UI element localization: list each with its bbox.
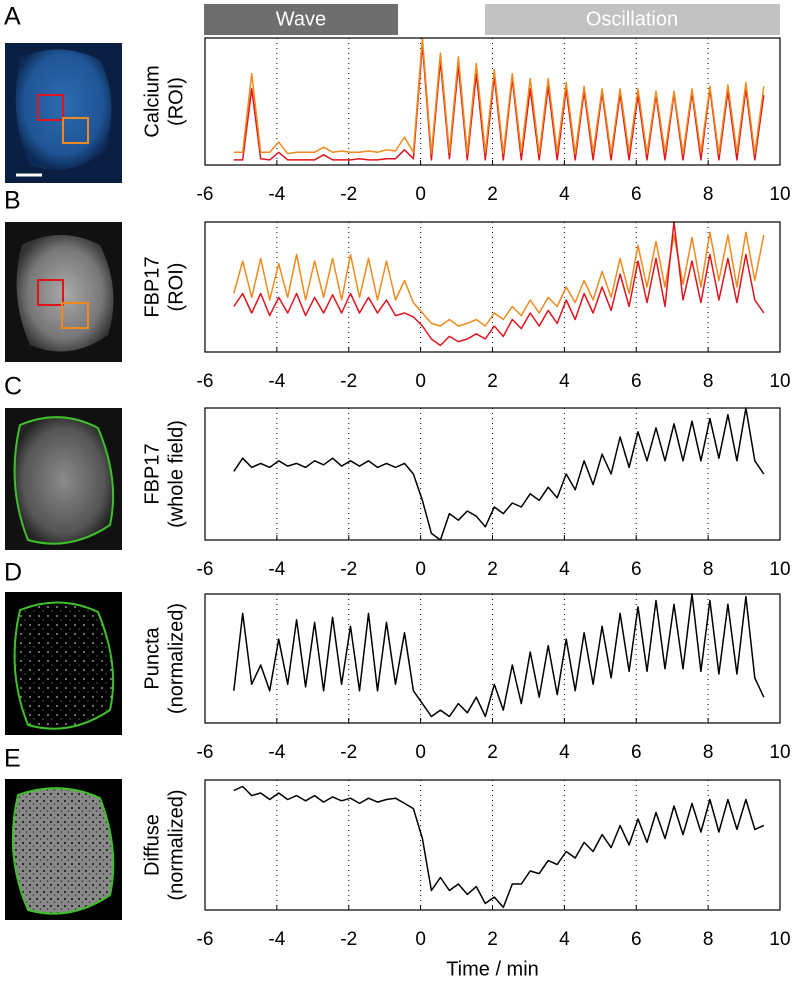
oscillation-label: Oscillation bbox=[586, 8, 678, 30]
panel-letter: C bbox=[4, 373, 22, 401]
x-tick-label: -2 bbox=[340, 742, 357, 763]
x-tick-label: -6 bbox=[197, 742, 214, 763]
x-tick-label: 6 bbox=[631, 559, 642, 580]
image-d bbox=[5, 592, 122, 735]
panel-letter: D bbox=[4, 559, 22, 587]
trace bbox=[233, 221, 765, 347]
x-tick-label: 6 bbox=[631, 184, 642, 205]
x-tick-label: 0 bbox=[415, 742, 426, 763]
x-tick-label: 10 bbox=[769, 742, 790, 763]
x-tick-label: -2 bbox=[340, 929, 357, 950]
x-tick-label: 4 bbox=[559, 184, 570, 205]
x-tick-label: 10 bbox=[769, 929, 790, 950]
x-tick-label: -4 bbox=[268, 559, 285, 580]
x-tick-label: -6 bbox=[197, 371, 214, 392]
x-tick-label: 8 bbox=[703, 371, 714, 392]
x-tick-label: -4 bbox=[268, 742, 285, 763]
x-tick-label: 2 bbox=[487, 559, 498, 580]
y-axis-label: (normalized) bbox=[165, 603, 187, 714]
x-tick-label: -2 bbox=[340, 559, 357, 580]
x-tick-label: -6 bbox=[197, 184, 214, 205]
image-a bbox=[5, 43, 122, 183]
trace bbox=[233, 37, 765, 155]
x-tick-label: -4 bbox=[268, 184, 285, 205]
x-tick-label: 8 bbox=[703, 742, 714, 763]
x-tick-label: -2 bbox=[340, 184, 357, 205]
x-tick-label: 0 bbox=[415, 929, 426, 950]
x-tick-label: 10 bbox=[769, 559, 790, 580]
panel-letter: E bbox=[4, 745, 21, 773]
image-b bbox=[5, 222, 122, 362]
x-tick-label: 10 bbox=[769, 184, 790, 205]
x-tick-label: 6 bbox=[631, 742, 642, 763]
y-axis-label: Puncta bbox=[141, 626, 163, 689]
x-tick-label: 4 bbox=[559, 742, 570, 763]
x-tick-label: 8 bbox=[703, 184, 714, 205]
x-axis-label: Time / min bbox=[446, 958, 539, 980]
x-tick-label: -4 bbox=[268, 929, 285, 950]
x-tick-label: -6 bbox=[197, 559, 214, 580]
image-c bbox=[5, 408, 122, 550]
y-axis-label: FBP17 bbox=[141, 443, 163, 504]
y-axis-label: (ROI) bbox=[165, 77, 187, 126]
panel-3: D Puncta (normalized) -6 -4 -2 0 2 4 6 8 10 bbox=[4, 559, 791, 763]
y-axis-label: (normalized) bbox=[165, 789, 187, 900]
plot-frame bbox=[204, 37, 781, 166]
trace bbox=[233, 593, 765, 718]
wave-label: Wave bbox=[276, 8, 326, 30]
x-tick-label: 0 bbox=[415, 559, 426, 580]
x-tick-label: 6 bbox=[631, 371, 642, 392]
trace bbox=[233, 785, 765, 909]
x-tick-label: 8 bbox=[703, 559, 714, 580]
oscillation-bar bbox=[485, 4, 780, 35]
x-tick-label: -2 bbox=[340, 371, 357, 392]
plot-frame bbox=[204, 221, 781, 353]
y-axis-label: (whole field) bbox=[165, 420, 187, 528]
y-axis-label: FBP17 bbox=[141, 256, 163, 317]
x-tick-label: 2 bbox=[487, 184, 498, 205]
x-tick-label: 8 bbox=[703, 929, 714, 950]
x-tick-label: 2 bbox=[487, 929, 498, 950]
x-tick-label: 2 bbox=[487, 371, 498, 392]
plot-frame bbox=[204, 593, 781, 724]
panel-letter: A bbox=[4, 3, 21, 31]
y-axis-label: Diffuse bbox=[141, 814, 163, 876]
x-tick-label: -6 bbox=[197, 929, 214, 950]
panel-4: E Diffuse (normalized) -6 -4 -2 0 2 4 6 8 10 Time / … bbox=[4, 745, 791, 981]
trace bbox=[233, 407, 765, 541]
panel-0: A Calcium (ROI) -6 -4 -2 0 2 4 6 8 10 bbox=[4, 3, 791, 205]
trace bbox=[233, 231, 765, 327]
x-tick-label: 6 bbox=[631, 929, 642, 950]
x-tick-label: 4 bbox=[559, 929, 570, 950]
panel-1: B FBP17 (ROI) -6 -4 -2 0 2 4 6 8 10 bbox=[4, 187, 791, 392]
plot-frame bbox=[204, 407, 781, 541]
panel-letter: B bbox=[4, 187, 21, 215]
wave-bar bbox=[204, 4, 398, 35]
x-tick-label: 0 bbox=[415, 184, 426, 205]
x-tick-label: 0 bbox=[415, 371, 426, 392]
plot-frame bbox=[204, 779, 781, 911]
x-tick-label: -4 bbox=[268, 371, 285, 392]
x-tick-label: 4 bbox=[559, 371, 570, 392]
image-e bbox=[5, 779, 122, 920]
y-axis-label: Calcium bbox=[141, 65, 163, 137]
x-tick-label: 10 bbox=[769, 371, 790, 392]
panel-2: C FBP17 (whole field) -6 -4 -2 0 2 4 6 8 10 bbox=[4, 373, 791, 580]
x-tick-label: 2 bbox=[487, 742, 498, 763]
y-axis-label: (ROI) bbox=[165, 263, 187, 312]
x-tick-label: 4 bbox=[559, 559, 570, 580]
